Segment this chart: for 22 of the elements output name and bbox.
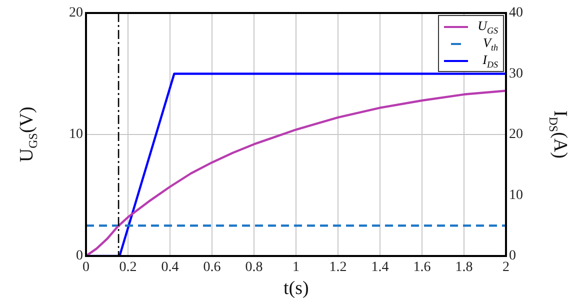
y2-tick-label: 0 bbox=[509, 248, 516, 264]
y-tick-label: 0 bbox=[76, 248, 83, 264]
y-tick-label: 10 bbox=[69, 127, 83, 142]
x-tick-label: 0.2 bbox=[119, 260, 137, 276]
x-tick-label: 1.2 bbox=[329, 260, 347, 276]
x-tick-label: 1.6 bbox=[413, 260, 431, 276]
y-tick-label: 20 bbox=[69, 6, 83, 21]
legend-label: V$_{th}$ bbox=[483, 34, 498, 52]
x-tick-label: 0.4 bbox=[161, 260, 179, 276]
x-tick-label: 1.4 bbox=[371, 260, 389, 276]
x-tick-label: 2 bbox=[502, 260, 510, 276]
x-tick-label: 0.8 bbox=[245, 260, 263, 276]
x-axis-title: t(s) bbox=[284, 278, 309, 300]
x-tick-label: 0.6 bbox=[203, 260, 221, 276]
y2-tick-label: 30 bbox=[509, 66, 523, 82]
legend-label: U$_{GS}$ bbox=[478, 18, 498, 36]
y2-tick-label: 20 bbox=[509, 127, 523, 142]
x-tick-label: 1 bbox=[292, 260, 300, 276]
x-tick-label: 1.8 bbox=[455, 260, 473, 276]
y2-tick-label: 40 bbox=[509, 6, 523, 21]
legend-label: I$_{DS}$ bbox=[482, 52, 498, 70]
y2-tick-label: 10 bbox=[509, 188, 523, 203]
